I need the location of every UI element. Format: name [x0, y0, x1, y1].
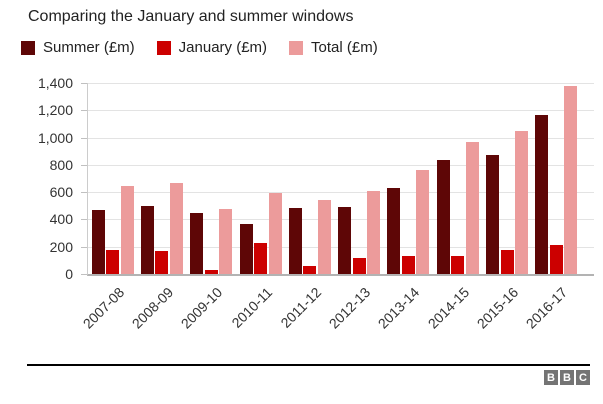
y-axis-label: 200 — [49, 238, 73, 255]
bbc-logo-letter: B — [544, 370, 558, 385]
y-axis-label: 800 — [49, 156, 73, 173]
y-axis-label: 400 — [49, 211, 73, 228]
bar-january-m-2013-14 — [401, 256, 415, 274]
bar-january-m-2009-10 — [204, 269, 218, 274]
y-axis-tick — [81, 137, 87, 139]
plot-area — [87, 83, 594, 276]
gridline — [88, 164, 594, 166]
legend-swatch-icon — [289, 40, 304, 55]
bar-total-m-2008-09 — [169, 182, 183, 274]
bar-total-m-2009-10 — [219, 208, 233, 274]
bar-summer-m-2007-08 — [91, 209, 105, 274]
bar-group-2007-08 — [88, 186, 137, 274]
bar-group-2013-14 — [384, 170, 433, 274]
y-axis-tick — [81, 110, 87, 112]
y-axis-tick — [81, 192, 87, 194]
bar-january-m-2014-15 — [451, 256, 465, 274]
bar-group-2010-11 — [236, 192, 285, 274]
y-axis: 0 200 400 600 800 1,000 1,200 1,400 — [0, 75, 87, 282]
bar-summer-m-2016-17 — [535, 115, 549, 274]
bar-total-m-2011-12 — [317, 199, 331, 274]
bar-summer-m-2011-12 — [288, 207, 302, 274]
y-axis-tick — [81, 219, 87, 221]
legend-label: Summer (£m) — [43, 39, 135, 56]
bar-group-2008-09 — [137, 182, 186, 274]
y-axis-label: 1,000 — [37, 129, 73, 146]
bar-group-2016-17 — [532, 85, 581, 274]
y-axis-tick — [81, 164, 87, 166]
gridline — [88, 192, 594, 194]
bar-total-m-2007-08 — [120, 186, 134, 274]
chart-title: Comparing the January and summer windows — [28, 8, 354, 25]
y-axis-tick — [81, 246, 87, 248]
legend-label: Total (£m) — [311, 39, 378, 56]
y-axis-tick — [81, 83, 87, 84]
bar-january-m-2015-16 — [500, 250, 514, 274]
bar-january-m-2012-13 — [352, 257, 366, 274]
bar-group-2014-15 — [433, 142, 482, 274]
bar-group-2015-16 — [482, 131, 531, 274]
y-axis-tick — [81, 274, 87, 275]
bar-january-m-2010-11 — [254, 243, 268, 274]
bar-group-2009-10 — [187, 208, 236, 274]
gridline — [88, 83, 594, 84]
legend-item-summer-m: Summer (£m) — [21, 39, 135, 56]
y-axis-label: 600 — [49, 184, 73, 201]
footer-divider — [27, 364, 590, 366]
bar-summer-m-2013-14 — [387, 188, 401, 274]
bar-january-m-2007-08 — [106, 250, 120, 274]
bbc-logo-letter: C — [576, 370, 590, 385]
bar-summer-m-2015-16 — [486, 155, 500, 274]
bar-total-m-2013-14 — [416, 170, 430, 274]
bar-january-m-2008-09 — [155, 250, 169, 274]
legend-label: January (£m) — [178, 39, 268, 56]
bar-group-2012-13 — [334, 190, 383, 274]
y-axis-label: 1,200 — [37, 102, 73, 119]
bar-january-m-2016-17 — [549, 244, 563, 274]
bar-total-m-2015-16 — [515, 131, 529, 274]
y-axis-label: 1,400 — [37, 75, 73, 91]
bar-summer-m-2014-15 — [436, 160, 450, 274]
legend-swatch-icon — [21, 40, 35, 55]
y-axis-label: 0 — [65, 266, 73, 282]
legend-item-total-m: Total (£m) — [289, 39, 378, 56]
bar-summer-m-2012-13 — [338, 207, 352, 274]
bar-summer-m-2008-09 — [140, 205, 154, 274]
legend: Summer (£m) January (£m) Total (£m) — [21, 39, 378, 56]
bar-total-m-2014-15 — [465, 142, 479, 274]
bar-groups — [88, 83, 594, 274]
bar-summer-m-2010-11 — [239, 223, 253, 274]
bar-total-m-2016-17 — [564, 85, 578, 274]
legend-swatch-icon — [156, 40, 171, 55]
gridline — [88, 110, 594, 112]
bar-january-m-2011-12 — [303, 265, 317, 274]
bar-total-m-2010-11 — [268, 192, 282, 274]
bar-group-2011-12 — [285, 199, 334, 274]
legend-item-january-m: January (£m) — [156, 39, 268, 56]
bbc-logo-letter: B — [560, 370, 574, 385]
bar-total-m-2012-13 — [367, 190, 381, 274]
bar-summer-m-2009-10 — [190, 212, 204, 274]
x-axis: 2007-08 2008-09 2009-10 2010-11 2011-12 2012-… — [79, 284, 593, 344]
gridline — [88, 137, 594, 139]
